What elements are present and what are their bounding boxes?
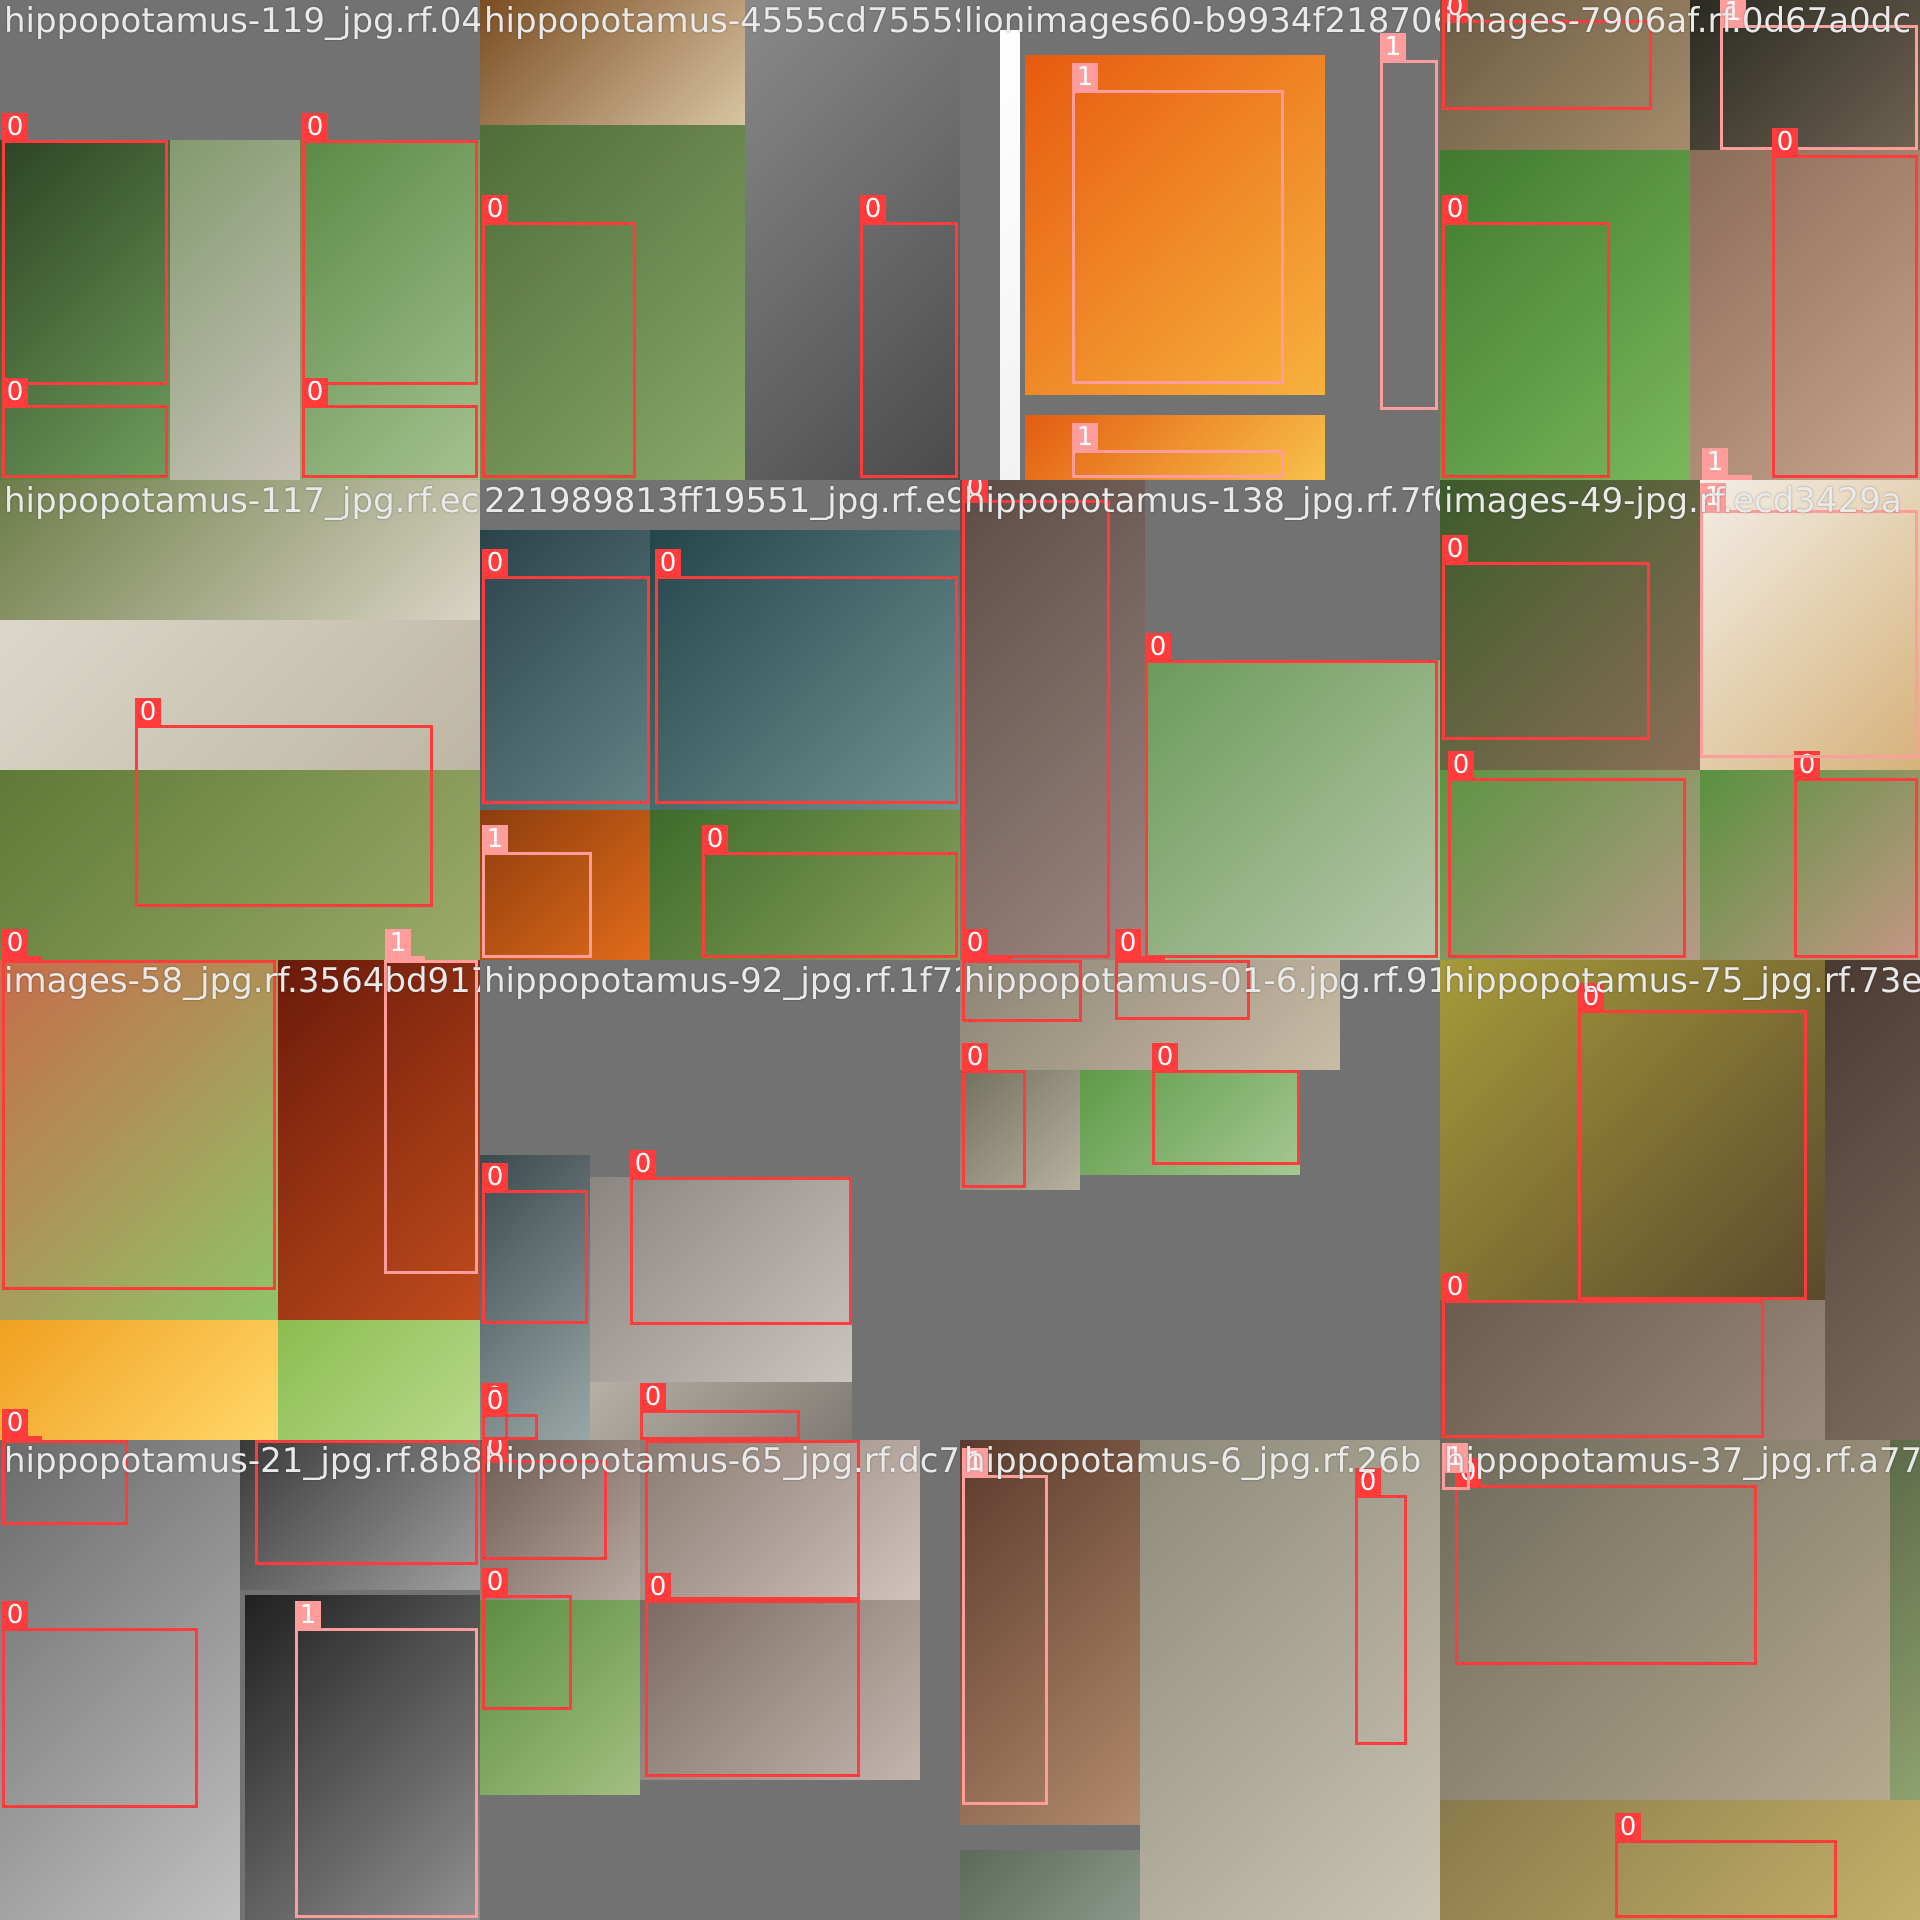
- tile-photo: [745, 0, 960, 480]
- tile-photo: [1690, 150, 1920, 480]
- mosaic-tile: 0 0 hippopotamus-75_jpg.rf.73e: [1440, 960, 1920, 1440]
- mosaic-tile: 0 0 0 1 hippopotamus-21_jpg.rf.8b8: [0, 1440, 480, 1920]
- tile-photo: [1440, 960, 1825, 1300]
- mosaic-tile: 0 0 0 0 hippopotamus-138_jpg.rf.7f0: [960, 480, 1440, 960]
- tile-photo: [1440, 1440, 1890, 1800]
- mosaic-tile: 0 0 0 0 hippopotamus-01-6.jpg.rf.9142359…: [960, 960, 1440, 1440]
- tile-photo: [1025, 415, 1325, 480]
- tile-title: hippopotamus-119_jpg.rf.04f4555cd7555914…: [4, 1, 480, 41]
- tile-photo: [480, 125, 745, 480]
- mosaic-tile: 0 0 0 0 0 hippopotamus-92_jpg.rf.1f72: [480, 960, 960, 1440]
- tile-photo: [480, 530, 650, 860]
- tile-photo: [960, 960, 1340, 1070]
- tile-photo: [245, 1595, 480, 1920]
- mosaic-tile: 0 0 0 0 hippopotamus-119_jpg.rf.04f4555c…: [0, 0, 480, 480]
- tile-photo: [1890, 1440, 1920, 1800]
- tile-photo: [1440, 150, 1690, 480]
- tile-photo: [1440, 770, 1700, 960]
- class-label: 0: [302, 113, 328, 141]
- mosaic-tile: 0 0 hippopotamus-4555cd7555914_jpg.rf.1e…: [480, 0, 960, 480]
- tile-photo: [650, 530, 960, 860]
- tile-photo: [1140, 1440, 1440, 1920]
- class-label: 0: [2, 113, 28, 141]
- mosaic-tile: 1 1 1 lionimages60-b9934f218706af7b7a7ce…: [960, 0, 1440, 480]
- tile-title: lionimages60-b9934f218706af7b7a7ceec294: [964, 1, 1440, 41]
- tile-photo: [0, 140, 170, 480]
- tile-photo: [0, 960, 278, 1320]
- tile-title: 221989813ff19551_jpg.rf.e9cf: [484, 481, 960, 521]
- mosaic-tile: 0 0 0 1 images-49-jpg.rf.ecd3429a: [1440, 480, 1920, 960]
- tile-photo: [480, 810, 650, 960]
- tile-photo: [480, 1600, 640, 1795]
- tile-photo: [0, 770, 480, 960]
- mosaic-tile: 0 1 0 0 1 images-7906af.rf.0d67a0dc: [1440, 0, 1920, 480]
- tile-photo: [278, 960, 480, 1320]
- tile-photo: [1690, 0, 1920, 150]
- tile-photo: [640, 1440, 920, 1600]
- tile-photo: [480, 1440, 640, 1600]
- tile-photo: [960, 1070, 1080, 1190]
- tile-photo: [1825, 960, 1920, 1440]
- tile-photo: [1025, 55, 1325, 395]
- tile-photo: [1080, 1070, 1300, 1175]
- mosaic-tile: 0 1 0 images-58_jpg.rf.3564bd9179548336a…: [0, 960, 480, 1440]
- tile-photo: [1440, 1300, 1825, 1440]
- tile-photo: [0, 1440, 240, 1920]
- bounding-box: 1: [1380, 33, 1438, 410]
- mosaic-tile: 0 0 1 0 221989813ff19551_jpg.rf.e9cf: [480, 480, 960, 960]
- tile-photo: [480, 960, 960, 1155]
- tile-photo: [1440, 480, 1700, 770]
- tile-photo: [300, 140, 480, 480]
- tile-photo: [1000, 30, 1020, 480]
- tile-photo: [640, 1600, 920, 1780]
- tile-photo: [278, 1320, 480, 1440]
- tile-photo: [1440, 0, 1690, 150]
- tile-photo: [240, 1440, 480, 1590]
- tile-photo: [0, 620, 480, 770]
- class-label: 0: [1145, 633, 1171, 661]
- mosaic-tile: 0 0 0 0 hippopotamus-65_jpg.rf.dc71: [480, 1440, 960, 1920]
- tile-photo: [1145, 660, 1440, 960]
- mosaic-tile: 0 0 1 hippopotamus-37_jpg.rf.a77: [1440, 1440, 1920, 1920]
- tile-photo: [590, 1177, 852, 1382]
- tile-photo: [590, 1382, 852, 1440]
- tile-photo: [960, 480, 1145, 960]
- tile-photo: [1440, 1800, 1920, 1920]
- tile-photo: [480, 1155, 590, 1440]
- mosaic-tile: 0 0 1 hippopotamus-117_jpg.rf.ecf221980: [0, 480, 480, 960]
- tile-photo: [1700, 480, 1920, 770]
- tile-photo: [960, 1850, 1140, 1920]
- tile-photo: [960, 1440, 1140, 1825]
- tile-photo: [0, 1320, 278, 1440]
- tile-photo: [1700, 770, 1920, 960]
- mosaic-tile: 1 0 hippopotamus-6_jpg.rf.26b: [960, 1440, 1440, 1920]
- tile-photo: [0, 480, 480, 620]
- tile-photo: [480, 0, 745, 125]
- tile-photo: [170, 140, 300, 480]
- class-label: 1: [1380, 33, 1406, 61]
- tile-photo: [650, 810, 960, 960]
